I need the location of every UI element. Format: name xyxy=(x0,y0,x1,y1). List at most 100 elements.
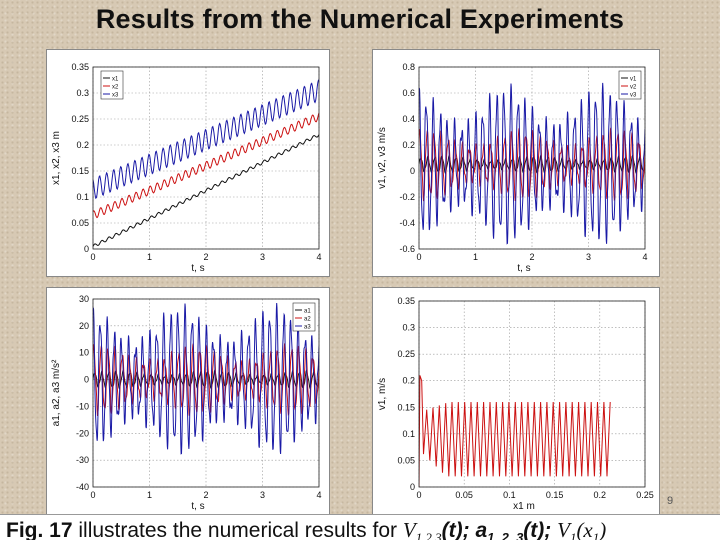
y-tick-label: 0.8 xyxy=(402,62,415,72)
series-line-2 xyxy=(419,82,645,245)
legend-label: v3 xyxy=(630,93,637,99)
axes-frame xyxy=(92,66,320,250)
plot-area xyxy=(419,82,645,245)
caption-expr-x-sub: 1 xyxy=(592,530,600,540)
x-tick-label: 2 xyxy=(529,252,534,262)
x-tick-label: 1 xyxy=(147,252,152,262)
caption-expr-v-sub: 1,2,3 xyxy=(415,530,442,540)
y-axis-label: v1, v2, v3 m/s xyxy=(377,127,388,189)
x-axis-label: t, s xyxy=(191,263,204,274)
plot-area xyxy=(93,302,319,455)
caption-expr-close: ) xyxy=(599,518,607,540)
y-tick-label: 0.2 xyxy=(402,376,415,386)
y-tick-label: -40 xyxy=(76,482,89,492)
x-tick-label: 0 xyxy=(416,490,421,500)
y-tick-label: 10 xyxy=(79,348,89,358)
caption-expr-a-sub: 1, 2, 3 xyxy=(487,530,524,540)
x-tick-label: 3 xyxy=(260,490,265,500)
y-tick-label: -0.6 xyxy=(399,244,415,254)
chart-acceleration: 0 1 2 3 4 -40 -30 -20 -10 0 10 20 30 t, s a1, a2, a3 m… xyxy=(46,287,330,515)
x-tick-label: 0.25 xyxy=(636,490,654,500)
y-tick-label: 0 xyxy=(84,375,89,385)
axes-frame xyxy=(418,66,646,250)
y-tick-label: 0.4 xyxy=(402,114,415,124)
axes-frame xyxy=(418,300,646,488)
y-tick-label: 0.25 xyxy=(71,114,89,124)
y-tick-label: -10 xyxy=(76,401,89,411)
caption-fig-label: Fig. 17 xyxy=(6,519,73,540)
y-axis-label: x1, x2, x3 m xyxy=(51,131,62,185)
series-line-0 xyxy=(419,375,611,487)
series-line-2 xyxy=(93,79,319,200)
y-tick-label: 0.2 xyxy=(76,140,89,150)
legend-label: a3 xyxy=(304,325,311,331)
legend-label: a2 xyxy=(304,317,311,323)
y-tick-label: 0.2 xyxy=(402,140,415,150)
x-tick-label: 0.1 xyxy=(503,490,516,500)
y-tick-label: 0.05 xyxy=(397,455,415,465)
caption-text: illustrates the numerical results for xyxy=(72,519,403,540)
chart-phase-velocity: 0 0.05 0.1 0.15 0.2 0.25 0 0.05 0.1 0.15 0.2 0.25 0.… xyxy=(372,287,660,515)
x-tick-label: 3 xyxy=(260,252,265,262)
chart-velocity-svg: 0 1 2 3 4 -0.6 -0.4 -0.2 0 0.2 0.4 0.6 0.8 t, s v1, v2… xyxy=(377,62,648,274)
y-axis-label: v1, m/s xyxy=(377,378,388,410)
x-axis-label: t, s xyxy=(517,263,530,274)
y-tick-label: 0.1 xyxy=(402,429,415,439)
caption-expr-v1-sub: 1 xyxy=(569,530,577,540)
x-tick-label: 1 xyxy=(147,490,152,500)
legend-label: x2 xyxy=(112,85,119,91)
chart-position-svg: 0 1 2 3 4 0 0.05 0.1 0.15 0.2 0.25 0.3 0.35 t, s x1, x… xyxy=(51,62,322,274)
y-tick-label: -0.4 xyxy=(399,218,415,228)
x-axis-label: t, s xyxy=(191,501,204,512)
y-tick-label: -0.2 xyxy=(399,192,415,202)
x-tick-label: 2 xyxy=(203,490,208,500)
chart-phase-velocity-svg: 0 0.05 0.1 0.15 0.2 0.25 0 0.05 0.1 0.15 0.2 0.25 0.… xyxy=(377,296,654,512)
y-tick-label: 0.35 xyxy=(71,62,89,72)
x-tick-label: 4 xyxy=(316,252,321,262)
legend-label: a1 xyxy=(304,309,311,315)
x-tick-label: 1 xyxy=(473,252,478,262)
x-tick-label: 0.05 xyxy=(455,490,473,500)
legend-label: x1 xyxy=(112,77,119,83)
plot-area xyxy=(93,79,319,247)
caption: Fig. 17 illustrates the numerical result… xyxy=(0,514,720,540)
x-tick-label: 2 xyxy=(203,252,208,262)
y-tick-label: 0 xyxy=(410,166,415,176)
y-tick-label: 30 xyxy=(79,294,89,304)
slide-title: Results from the Numerical Experiments xyxy=(95,4,625,34)
y-tick-label: 0 xyxy=(410,482,415,492)
y-tick-label: 0.6 xyxy=(402,88,415,98)
y-tick-label: 0.15 xyxy=(397,402,415,412)
caption-expr-v: V xyxy=(402,518,416,540)
page-number: 9 xyxy=(667,495,674,507)
x-tick-label: 0 xyxy=(416,252,421,262)
y-tick-label: 0.15 xyxy=(71,166,89,176)
x-tick-label: 4 xyxy=(642,252,647,262)
plot-area xyxy=(419,375,611,487)
y-tick-label: 0.05 xyxy=(71,218,89,228)
chart-position: 0 1 2 3 4 0 0.05 0.1 0.15 0.2 0.25 0.3 0.35 t, s x1, x… xyxy=(46,49,330,277)
x-tick-label: 0.15 xyxy=(546,490,564,500)
y-tick-label: 0.1 xyxy=(76,192,89,202)
caption-expr-t2: (t); xyxy=(523,519,558,540)
chart-acceleration-svg: 0 1 2 3 4 -40 -30 -20 -10 0 10 20 30 t, s a1, a2, a3 m… xyxy=(51,294,322,512)
y-tick-label: 0.3 xyxy=(76,88,89,98)
x-tick-label: 0.2 xyxy=(594,490,607,500)
y-tick-label: -20 xyxy=(76,428,89,438)
y-tick-label: 0.3 xyxy=(402,323,415,333)
caption-expr-a: a xyxy=(475,519,488,540)
x-tick-label: 4 xyxy=(316,490,321,500)
series-line-0 xyxy=(93,134,319,247)
y-tick-label: 0.25 xyxy=(397,349,415,359)
x-tick-label: 0 xyxy=(90,252,95,262)
x-tick-label: 0 xyxy=(90,490,95,500)
caption-expr-x: (x xyxy=(576,518,593,540)
caption-expr-v1: V xyxy=(557,518,570,540)
y-tick-label: 0.35 xyxy=(397,296,415,306)
x-tick-label: 3 xyxy=(586,252,591,262)
legend-label: v1 xyxy=(630,77,637,83)
legend-label: x3 xyxy=(112,93,119,99)
y-tick-label: -30 xyxy=(76,455,89,465)
caption-expr-t1: (t); xyxy=(441,519,476,540)
series-line-2 xyxy=(93,302,319,455)
